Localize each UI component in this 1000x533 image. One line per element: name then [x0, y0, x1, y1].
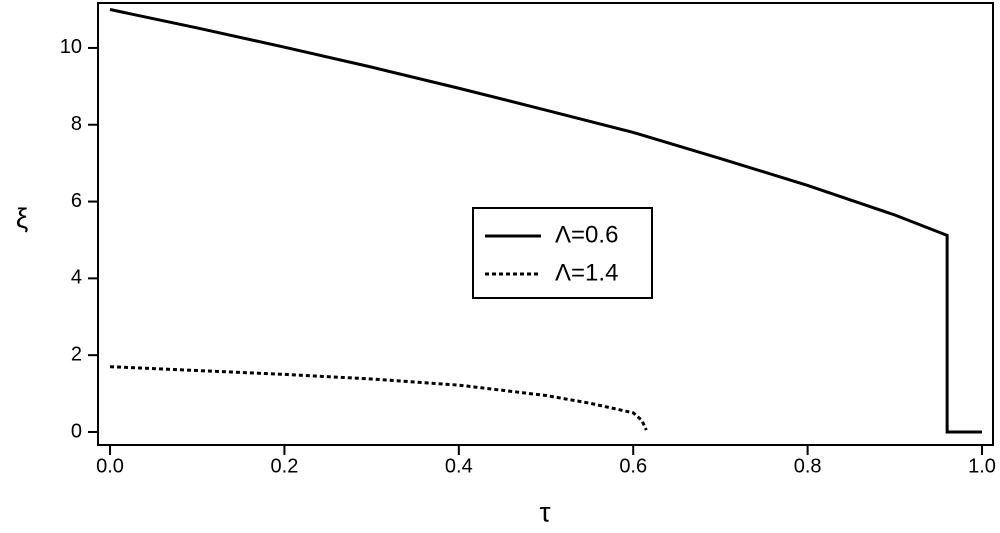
x-tick-label: 1.0	[968, 455, 996, 477]
x-tick-label: 0.2	[271, 455, 299, 477]
x-tick-label: 0.4	[445, 455, 473, 477]
y-tick-label: 4	[71, 267, 82, 289]
y-tick-label: 10	[60, 36, 82, 58]
series-line	[109, 365, 648, 431]
y-axis-label: ξ	[16, 202, 29, 233]
x-tick-label: 0.0	[96, 455, 124, 477]
plot-frame	[97, 2, 994, 446]
legend-box	[472, 207, 653, 299]
x-tick-label: 0.6	[619, 455, 647, 477]
y-tick-label: 6	[71, 190, 82, 212]
y-tick-label: 0	[71, 420, 82, 442]
x-tick-label: 0.8	[794, 455, 822, 477]
series-line	[109, 8, 983, 434]
y-tick-label: 8	[71, 113, 82, 135]
legend-label: Λ=0.6	[555, 221, 618, 248]
x-axis-label: τ	[539, 496, 550, 527]
legend-label: Λ=1.4	[555, 259, 618, 286]
y-tick-label: 2	[71, 343, 82, 365]
